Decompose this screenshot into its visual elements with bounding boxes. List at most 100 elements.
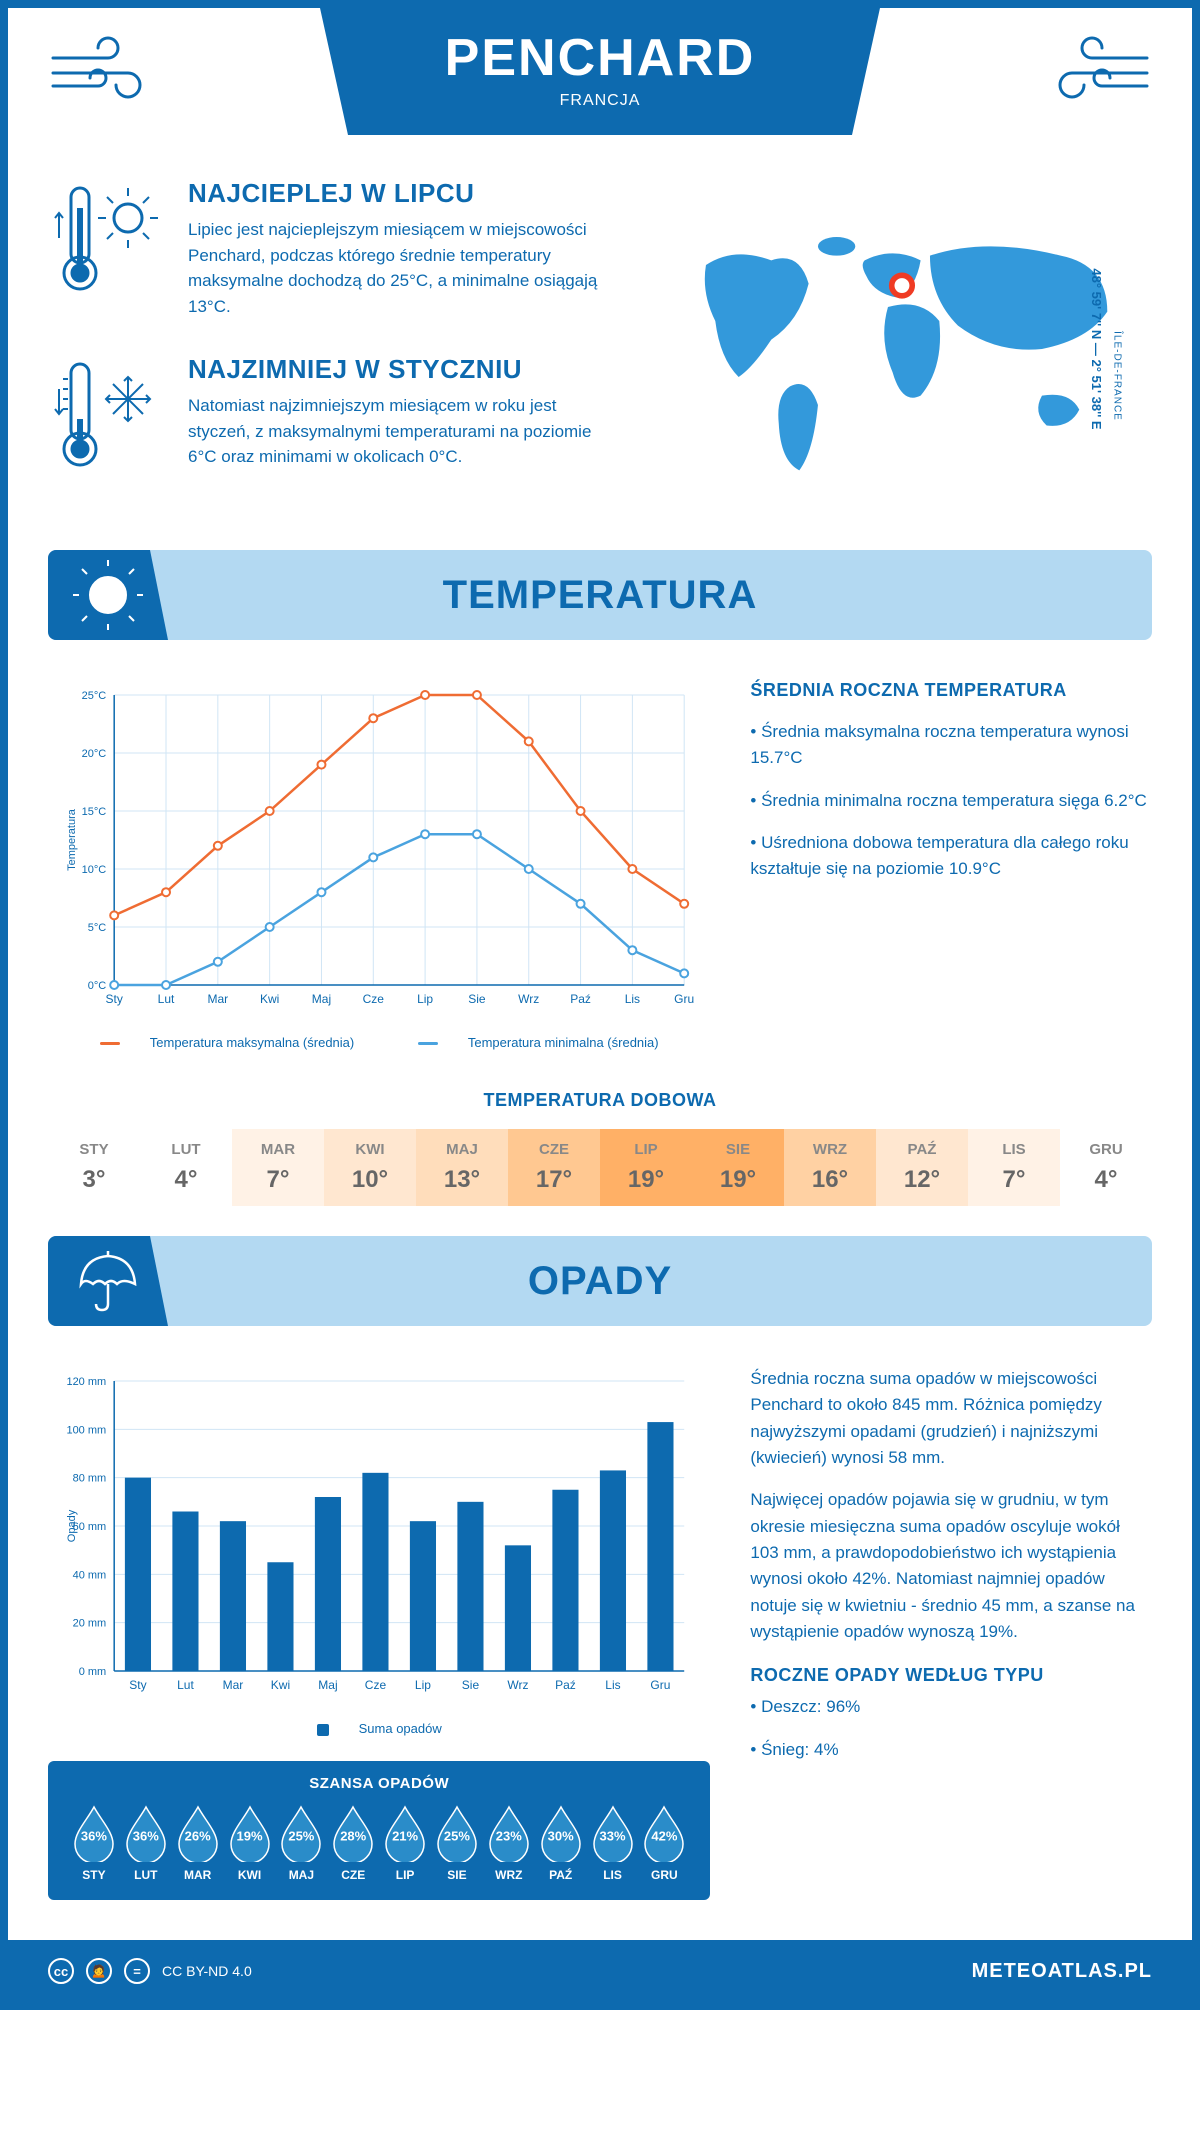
daily-temp-title: TEMPERATURA DOBOWA [48, 1090, 1152, 1111]
svg-text:0 mm: 0 mm [79, 1666, 107, 1678]
precipitation-legend: Suma opadów [48, 1721, 710, 1736]
avg-temp-bullet: • Średnia minimalna roczna temperatura s… [750, 788, 1152, 814]
heat-cell: GRU4° [1060, 1129, 1152, 1206]
svg-text:15°C: 15°C [82, 806, 107, 818]
svg-text:Kwi: Kwi [271, 1678, 290, 1692]
svg-text:Gru: Gru [674, 992, 694, 1006]
wind-icon-right [1032, 28, 1152, 122]
heat-cell: PAŹ12° [876, 1129, 968, 1206]
precip-type-rain: • Deszcz: 96% [750, 1694, 1152, 1720]
footer: cc 🙍 = CC BY-ND 4.0 METEOATLAS.PL [8, 1940, 1192, 2002]
heat-cell: MAR7° [232, 1129, 324, 1206]
rain-chance-drop: 26%MAR [172, 1804, 224, 1882]
rain-chance-drop: 21%LIP [379, 1804, 431, 1882]
page-title: PENCHARD [320, 28, 880, 88]
svg-text:20°C: 20°C [82, 748, 107, 760]
region-label: ÎLE-DE-FRANCE [1112, 332, 1123, 422]
section-banner-precipitation: OPADY [48, 1236, 1152, 1326]
svg-text:Paź: Paź [570, 992, 591, 1006]
world-map-block: 48° 59' 7'' N — 2° 51' 38'' E ÎLE-DE-FRA… [652, 178, 1152, 520]
svg-text:Lis: Lis [605, 1678, 620, 1692]
heat-cell: CZE17° [508, 1129, 600, 1206]
header-banner: PENCHARD FRANCJA [320, 8, 880, 135]
svg-text:Lis: Lis [625, 992, 640, 1006]
license-label: CC BY-ND 4.0 [162, 1963, 252, 1979]
sun-icon [48, 550, 168, 640]
svg-text:40 mm: 40 mm [73, 1569, 107, 1581]
temperature-chart: 0°C5°C10°C15°C20°C25°CStyLutMarKwiMajCze… [48, 680, 710, 1050]
precipitation-side-text: Średnia roczna suma opadów w miejscowośc… [750, 1366, 1152, 1900]
svg-text:Lut: Lut [177, 1678, 194, 1692]
rain-chance-drop: 23%WRZ [483, 1804, 535, 1882]
rain-chance-drop: 42%GRU [638, 1804, 690, 1882]
rain-chance-drop: 36%LUT [120, 1804, 172, 1882]
svg-text:Sie: Sie [468, 992, 486, 1006]
legend-precip-label: Suma opadów [359, 1721, 442, 1736]
temperature-side-text: ŚREDNIA ROCZNA TEMPERATURA • Średnia mak… [750, 680, 1152, 1050]
section-title-precipitation: OPADY [168, 1259, 1152, 1304]
page-subtitle: FRANCJA [320, 92, 880, 110]
svg-text:Wrz: Wrz [507, 1678, 528, 1692]
svg-text:80 mm: 80 mm [73, 1473, 107, 1485]
svg-text:Cze: Cze [363, 992, 385, 1006]
precip-summary-2: Najwięcej opadów pojawia się w grudniu, … [750, 1487, 1152, 1645]
rain-chance-drop: 36%STY [68, 1804, 120, 1882]
avg-temp-title: ŚREDNIA ROCZNA TEMPERATURA [750, 680, 1152, 701]
svg-text:Mar: Mar [223, 1678, 244, 1692]
heat-cell: LIS7° [968, 1129, 1060, 1206]
by-icon: 🙍 [86, 1958, 112, 1984]
heat-cell: KWI10° [324, 1129, 416, 1206]
rain-chance-title: SZANSA OPADÓW [68, 1775, 690, 1792]
rain-chance-drop: 19%KWI [224, 1804, 276, 1882]
svg-text:Opady: Opady [66, 1509, 78, 1542]
svg-text:Maj: Maj [312, 992, 331, 1006]
nd-icon: = [124, 1958, 150, 1984]
heat-cell: SIE19° [692, 1129, 784, 1206]
daily-temp-heatmap: STY3°LUT4°MAR7°KWI10°MAJ13°CZE17°LIP19°S… [48, 1129, 1152, 1206]
infographic-container: PENCHARD FRANCJA NAJCIEPLEJ W LIPCU Lipi… [0, 0, 1200, 2010]
precipitation-chart: 0 mm20 mm40 mm60 mm80 mm100 mm120 mmStyL… [48, 1366, 710, 1900]
precip-summary-1: Średnia roczna suma opadów w miejscowośc… [750, 1366, 1152, 1471]
precip-type-title: ROCZNE OPADY WEDŁUG TYPU [750, 1665, 1152, 1686]
svg-text:Kwi: Kwi [260, 992, 279, 1006]
svg-text:Lut: Lut [158, 992, 175, 1006]
warmest-text: Lipiec jest najcieplejszym miesiącem w m… [188, 217, 622, 319]
svg-text:Mar: Mar [207, 992, 228, 1006]
umbrella-icon [48, 1236, 168, 1326]
svg-text:5°C: 5°C [88, 922, 107, 934]
rain-chance-drop: 25%MAJ [275, 1804, 327, 1882]
svg-text:Lip: Lip [415, 1678, 431, 1692]
heat-cell: LUT4° [140, 1129, 232, 1206]
world-map-icon [652, 209, 1152, 489]
heat-cell: MAJ13° [416, 1129, 508, 1206]
svg-text:20 mm: 20 mm [73, 1618, 107, 1630]
legend-min-label: Temperatura minimalna (średnia) [468, 1035, 659, 1050]
heat-cell: STY3° [48, 1129, 140, 1206]
section-title-temperature: TEMPERATURA [168, 573, 1152, 618]
coordinates-label: 48° 59' 7'' N — 2° 51' 38'' E [1089, 268, 1104, 429]
svg-text:Temperatura: Temperatura [66, 808, 78, 871]
legend-max-label: Temperatura maksymalna (średnia) [150, 1035, 354, 1050]
cc-icon: cc [48, 1958, 74, 1984]
coldest-title: NAJZIMNIEJ W STYCZNIU [188, 354, 622, 385]
coldest-text: Natomiast najzimniejszym miesiącem w rok… [188, 393, 622, 470]
svg-text:10°C: 10°C [82, 864, 107, 876]
heat-cell: LIP19° [600, 1129, 692, 1206]
footer-license: cc 🙍 = CC BY-ND 4.0 [48, 1958, 252, 1984]
wind-icon-left [48, 28, 168, 122]
svg-text:Sty: Sty [129, 1678, 146, 1692]
svg-text:Paź: Paź [555, 1678, 576, 1692]
svg-text:Sty: Sty [106, 992, 123, 1006]
top-info-row: NAJCIEPLEJ W LIPCU Lipiec jest najcieple… [48, 178, 1152, 520]
avg-temp-bullet: • Uśredniona dobowa temperatura dla całe… [750, 830, 1152, 883]
precip-type-snow: • Śnieg: 4% [750, 1737, 1152, 1763]
thermometer-cold-icon [48, 354, 168, 485]
coldest-block: NAJZIMNIEJ W STYCZNIU Natomiast najzimni… [48, 354, 622, 485]
avg-temp-bullet: • Średnia maksymalna roczna temperatura … [750, 719, 1152, 772]
rain-chance-drop: 25%SIE [431, 1804, 483, 1882]
svg-text:Gru: Gru [650, 1678, 670, 1692]
heat-cell: WRZ16° [784, 1129, 876, 1206]
rain-chance-drop: 33%LIS [587, 1804, 639, 1882]
svg-text:Sie: Sie [462, 1678, 480, 1692]
svg-text:Maj: Maj [318, 1678, 337, 1692]
